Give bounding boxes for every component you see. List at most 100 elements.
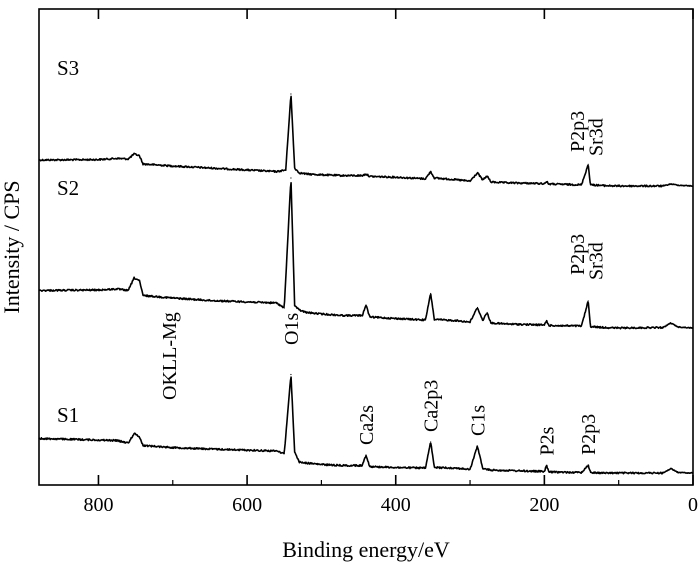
data-point-s2-2 (116, 288, 118, 290)
data-point-s2-15 (320, 313, 323, 315)
data-point-s3-36 (589, 184, 592, 186)
data-point-s3-23 (433, 177, 435, 179)
data-point-s3-22 (430, 171, 432, 173)
data-point-s1-37 (603, 472, 605, 474)
data-point-s1-23 (433, 466, 435, 469)
data-point-s1-6 (142, 444, 144, 447)
data-point-s1-4 (133, 432, 135, 435)
data-point-s1-2 (116, 439, 118, 442)
data-point-s1-21 (424, 467, 427, 469)
data-point-s2-24 (454, 319, 456, 322)
data-point-s3-32 (545, 181, 548, 183)
data-point-s3-9 (276, 171, 278, 173)
data-point-s3-1 (97, 159, 100, 161)
data-point-s3-2 (116, 157, 118, 159)
data-point-s1-3 (127, 442, 129, 444)
data-point-s3-17 (361, 175, 363, 177)
data-point-s2-8 (209, 299, 211, 302)
peak-label-ca2p3-s1: Ca2p3 (421, 380, 443, 432)
data-point-s3-41 (677, 184, 679, 186)
data-point-s1-7 (172, 446, 174, 449)
peak-label-o1s-s1: O1s (281, 313, 303, 345)
data-point-s3-16 (343, 175, 345, 177)
peak-label-ca2s-s1: Ca2s (356, 405, 378, 445)
data-point-s2-28 (486, 311, 488, 314)
data-point-s2-4 (133, 277, 135, 279)
data-point-s2-22 (430, 292, 432, 295)
data-point-s2-16 (343, 314, 345, 317)
data-point-s1-18 (365, 454, 367, 456)
data-point-s2-23 (433, 318, 435, 321)
data-point-s2-6 (142, 294, 144, 297)
data-point-s1-31 (543, 470, 545, 473)
data-point-s2-27 (482, 319, 484, 322)
data-point-s2-9 (276, 302, 278, 304)
series-label-s3: S3 (57, 56, 79, 80)
data-point-s1-13 (298, 461, 300, 463)
data-point-s2-20 (395, 317, 397, 320)
data-point-s2-7 (172, 297, 174, 299)
data-point-s1-26 (476, 445, 479, 447)
data-point-s3-38 (618, 185, 620, 187)
data-point-s3-27 (482, 179, 484, 181)
data-point-s1-32 (545, 464, 548, 467)
data-point-s1-15 (320, 463, 323, 466)
data-point-s1-1 (97, 439, 100, 441)
data-point-s1-39 (662, 472, 664, 474)
data-point-s2-37 (603, 326, 605, 329)
data-point-s3-12 (294, 167, 296, 169)
data-point-s1-35 (587, 464, 589, 466)
data-point-s1-27 (482, 467, 484, 470)
data-point-s2-17 (361, 314, 363, 317)
data-point-s1-28 (486, 468, 488, 471)
data-point-s2-31 (543, 324, 545, 326)
data-point-s1-25 (469, 468, 471, 471)
data-point-s3-15 (320, 174, 323, 176)
data-point-s2-11 (290, 177, 292, 179)
data-point-s1-29 (490, 469, 492, 471)
data-point-s1-34 (580, 471, 583, 474)
data-point-s3-21 (424, 178, 427, 180)
data-point-s3-33 (548, 183, 550, 185)
data-point-s2-34 (580, 325, 583, 327)
peak-label-c1s-s1: C1s (468, 405, 490, 436)
data-point-s3-18 (365, 173, 367, 175)
data-point-s1-10 (283, 452, 285, 455)
data-point-s3-19 (369, 175, 371, 177)
peak-label-sr3d-s2: Sr3d (586, 242, 608, 280)
data-point-s2-12 (294, 304, 296, 307)
data-point-s3-39 (662, 185, 664, 187)
data-point-s2-3 (127, 289, 129, 292)
y-axis-title: Intensity / CPS (0, 180, 24, 313)
data-point-s1-5 (138, 435, 140, 438)
data-point-s3-14 (305, 173, 308, 175)
data-point-s1-19 (369, 465, 371, 468)
data-point-s1-33 (548, 471, 550, 473)
data-point-s3-7 (172, 165, 174, 167)
peak-label-p2p3-s3: P2p3 (567, 111, 589, 152)
data-point-s2-38 (618, 327, 620, 329)
data-point-s3-34 (580, 184, 583, 186)
data-point-s3-24 (454, 179, 456, 181)
data-point-s2-29 (490, 322, 492, 324)
data-point-s3-31 (543, 183, 545, 185)
data-point-s3-6 (142, 163, 144, 165)
data-point-s3-10 (285, 169, 287, 171)
data-point-s1-30 (506, 469, 508, 472)
data-point-s2-36 (589, 325, 592, 328)
series-label-s1: S1 (57, 403, 79, 427)
data-point-s2-33 (548, 324, 550, 327)
data-point-s3-11 (290, 93, 292, 95)
data-point-s3-5 (138, 155, 140, 157)
peak-label-p2p3-s2: P2p3 (567, 234, 589, 275)
peak-label-sr3d-s3: Sr3d (586, 118, 608, 156)
data-point-s2-1 (97, 289, 100, 291)
data-point-s2-19 (369, 316, 371, 318)
data-point-s1-14 (305, 462, 308, 464)
data-point-s2-13 (298, 309, 300, 311)
series-layer (38, 93, 694, 475)
data-point-s1-9 (276, 450, 278, 452)
data-point-s3-40 (670, 183, 672, 185)
